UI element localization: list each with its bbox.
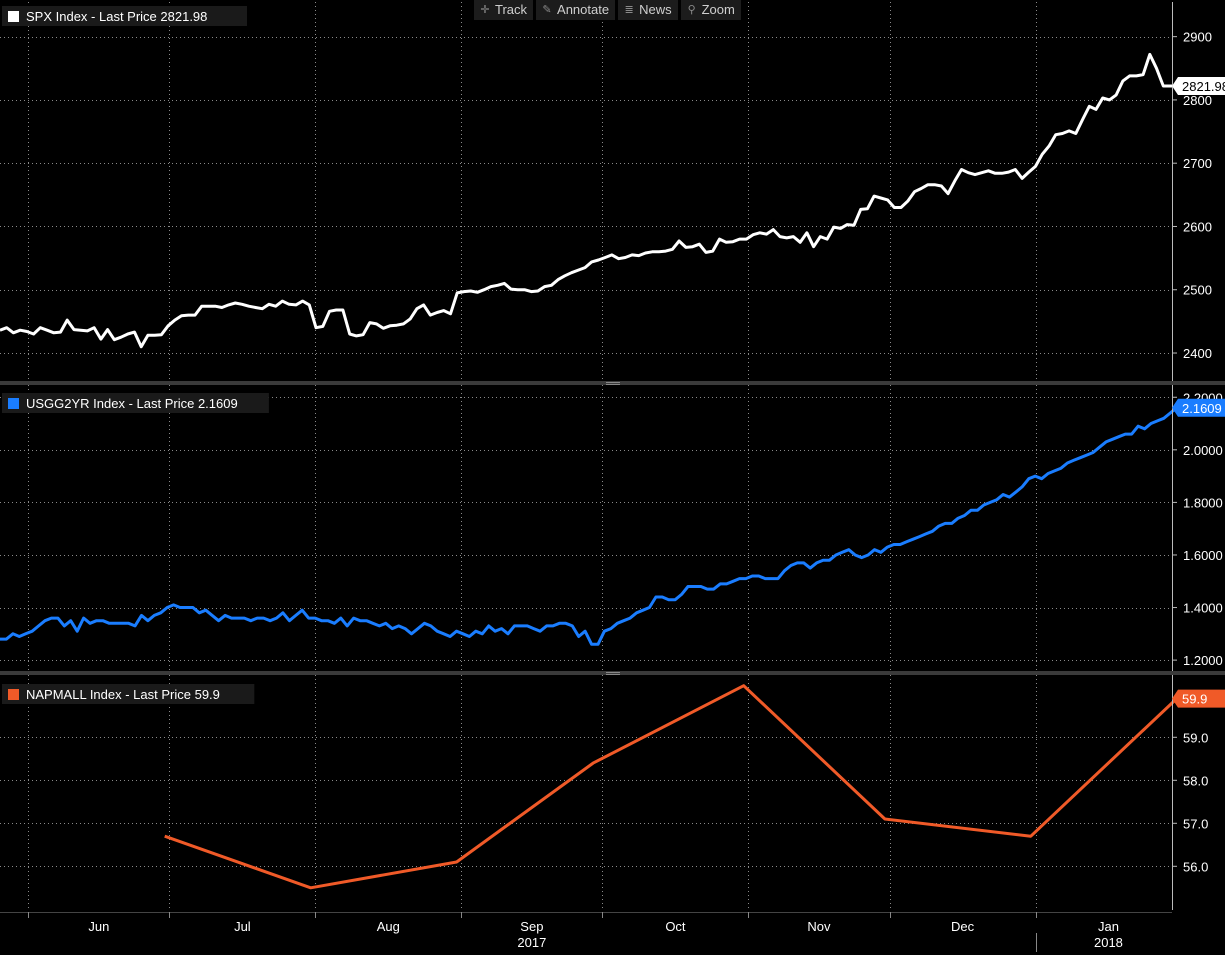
legend-label: NAPMALL Index - Last Price 59.9 bbox=[26, 687, 220, 702]
y-tick-label: 59.0 bbox=[1183, 730, 1208, 745]
legend-box bbox=[2, 6, 247, 26]
pencil-icon: ✎ bbox=[542, 4, 552, 16]
last-price-label: 2821.98 bbox=[1182, 79, 1225, 94]
y-tick-label: 57.0 bbox=[1183, 816, 1208, 831]
news-icon: ≣ bbox=[624, 4, 634, 16]
last-price-badge bbox=[1172, 398, 1225, 417]
y-tick-label: 1.4000 bbox=[1183, 601, 1223, 616]
crosshair-icon: ✛ bbox=[480, 4, 490, 16]
zoom-label: Zoom bbox=[701, 2, 735, 17]
last-price-label: 59.9 bbox=[1182, 692, 1207, 707]
y-tick-label: 58.0 bbox=[1183, 773, 1208, 788]
y-tick-label: 2400 bbox=[1183, 346, 1212, 361]
legend-box bbox=[2, 684, 255, 704]
y-tick-label: 1.8000 bbox=[1183, 495, 1223, 510]
series-line-2 bbox=[164, 684, 1178, 890]
x-month-label: Nov bbox=[807, 919, 831, 934]
divider-handle bbox=[606, 382, 620, 383]
magnifier-icon: ⚲ bbox=[687, 4, 696, 16]
x-month-label: Sep bbox=[520, 919, 543, 934]
legend-1: USGG2YR Index - Last Price 2.1609 bbox=[2, 393, 269, 413]
track-button[interactable]: ✛ Track bbox=[474, 0, 534, 20]
x-month-label: Oct bbox=[665, 919, 686, 934]
legend-swatch bbox=[8, 398, 19, 409]
divider-handle bbox=[606, 384, 620, 385]
divider-handle bbox=[606, 674, 620, 675]
legend-0: SPX Index - Last Price 2821.98 bbox=[2, 6, 247, 26]
x-month-label: Jun bbox=[88, 919, 109, 934]
divider-handle bbox=[606, 672, 620, 673]
legend-label: SPX Index - Last Price 2821.98 bbox=[26, 9, 207, 24]
annotate-label: Annotate bbox=[557, 2, 610, 17]
zoom-button[interactable]: ⚲ Zoom bbox=[680, 0, 741, 20]
series-line-0 bbox=[0, 52, 1177, 349]
legend-swatch bbox=[8, 11, 19, 22]
legend-2: NAPMALL Index - Last Price 59.9 bbox=[2, 684, 255, 704]
y-tick-label: 2800 bbox=[1183, 93, 1212, 108]
news-button[interactable]: ≣ News bbox=[618, 0, 678, 20]
y-tick-label: 2.0000 bbox=[1183, 443, 1223, 458]
series-line-1 bbox=[0, 406, 1178, 646]
x-year-label: 2017 bbox=[517, 935, 546, 950]
last-price-badge bbox=[1172, 689, 1225, 708]
last-price-label: 2.1609 bbox=[1182, 401, 1222, 416]
x-month-label: Jan bbox=[1098, 919, 1119, 934]
last-price-badge bbox=[1172, 77, 1225, 96]
y-tick-label: 1.6000 bbox=[1183, 548, 1223, 563]
y-tick-label: 2900 bbox=[1183, 30, 1212, 45]
y-tick-label: 2600 bbox=[1183, 219, 1212, 234]
legend-swatch bbox=[8, 689, 19, 700]
track-label: Track bbox=[495, 2, 528, 17]
y-tick-label: 2500 bbox=[1183, 283, 1212, 298]
x-month-label: Jul bbox=[234, 919, 251, 934]
x-year-label: 2018 bbox=[1094, 935, 1123, 950]
legend-label: USGG2YR Index - Last Price 2.1609 bbox=[26, 396, 238, 411]
y-tick-label: 2700 bbox=[1183, 156, 1212, 171]
y-tick-label: 56.0 bbox=[1183, 859, 1208, 874]
x-month-label: Dec bbox=[951, 919, 975, 934]
chart-toolbar: ✛ Track ✎ Annotate ≣ News ⚲ Zoom bbox=[474, 0, 741, 20]
x-month-label: Aug bbox=[377, 919, 400, 934]
news-label: News bbox=[639, 2, 672, 17]
y-tick-label: 1.2000 bbox=[1183, 653, 1223, 668]
annotate-button[interactable]: ✎ Annotate bbox=[536, 0, 616, 20]
legend-box bbox=[2, 393, 269, 413]
